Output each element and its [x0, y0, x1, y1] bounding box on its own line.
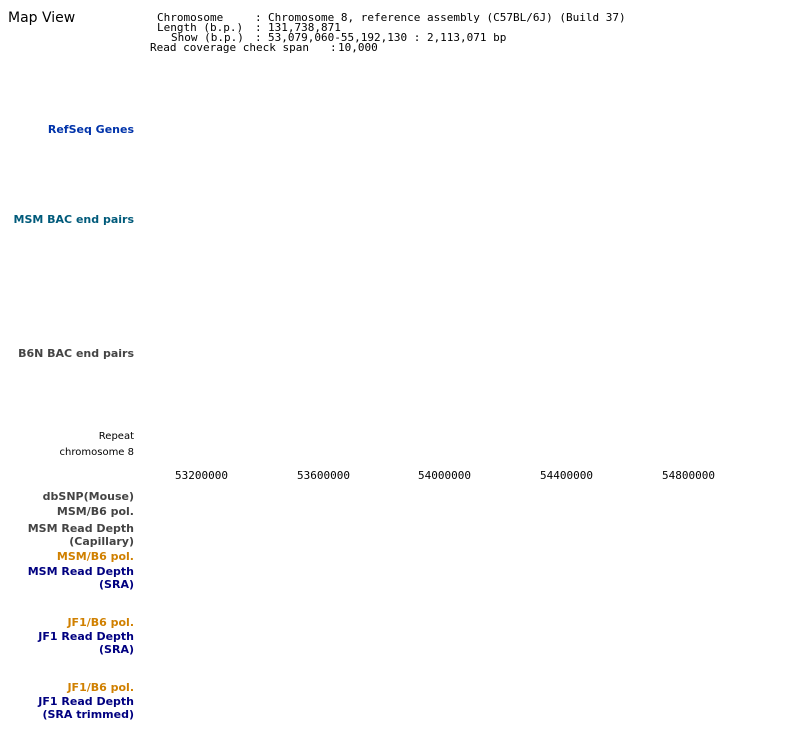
length-value: 131,738,871 [268, 21, 341, 34]
track-label-jf1-depth-sra-1[interactable]: JF1 Read Depth [38, 630, 134, 643]
length-colon: : [255, 21, 262, 34]
track-label-repeat: Repeat [98, 431, 134, 442]
axis-tick-label: 54000000 [418, 469, 471, 482]
track-label-msm-depth-sra-2: (SRA) [99, 578, 134, 591]
axis-tick-label: 54800000 [662, 469, 715, 482]
axis-tick-label: 53200000 [175, 469, 228, 482]
track-label-jf1-depth-sra-2: (SRA) [99, 643, 134, 656]
page-title: Map View [8, 10, 76, 26]
length-label: Length (b.p.) [157, 21, 244, 34]
track-label-msm-depth-capillary-2: (Capillary) [69, 535, 134, 548]
track-label-jf1-b6-pol-1[interactable]: JF1/B6 pol. [67, 616, 134, 629]
track-label-b6n-bac[interactable]: B6N BAC end pairs [18, 347, 134, 360]
chromosome-colon: : [255, 11, 262, 24]
track-label-jf1-depth-trim-2: (SRA trimmed) [42, 708, 134, 721]
track-label-msm-b6-pol-1[interactable]: MSM/B6 pol. [56, 505, 134, 518]
track-label-dbsnp[interactable]: dbSNP(Mouse) [42, 490, 134, 503]
track-label-jf1-b6-pol-2[interactable]: JF1/B6 pol. [67, 681, 134, 694]
track-label-jf1-depth-trim-1[interactable]: JF1 Read Depth [38, 695, 134, 708]
coverage-value: 10,000 [338, 41, 378, 54]
axis-tick-label: 53600000 [297, 469, 350, 482]
show-value: 53,079,060-55,192,130 : 2,113,071 bp [268, 31, 507, 44]
track-label-msm-depth-sra-1[interactable]: MSM Read Depth [27, 565, 134, 578]
coverage-label: Read coverage check span [150, 41, 309, 54]
track-label-refseq[interactable]: RefSeq Genes [47, 123, 134, 136]
show-colon: : [255, 31, 262, 44]
chromosome-value: Chromosome 8, reference assembly (C57BL/… [268, 11, 626, 24]
track-label-msm-depth-capillary-1[interactable]: MSM Read Depth [27, 522, 134, 535]
track-label-msm-b6-pol-2[interactable]: MSM/B6 pol. [56, 550, 134, 563]
show-label: Show (b.p.) [171, 31, 244, 44]
track-label-chromosome: chromosome 8 [59, 447, 134, 458]
axis-tick-label: 54400000 [540, 469, 593, 482]
coverage-colon: : [330, 41, 337, 54]
track-label-msm-bac[interactable]: MSM BAC end pairs [13, 213, 134, 226]
chromosome-label: Chromosome [157, 11, 224, 24]
